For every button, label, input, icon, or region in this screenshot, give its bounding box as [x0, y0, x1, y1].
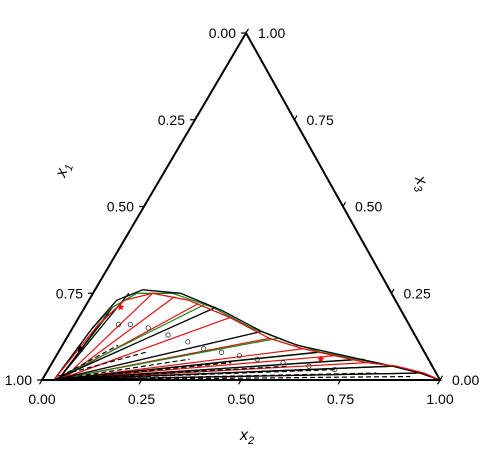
x2-tick-0	[38, 379, 43, 385]
tie-line-red-3	[57, 316, 231, 381]
x3-tick-2	[342, 201, 347, 207]
open-circle-point-2	[145, 325, 151, 331]
x2-tick-4	[436, 379, 441, 385]
x1-tick-label-1: 0.25	[158, 112, 185, 128]
x1-axis-title: x1	[52, 161, 76, 182]
x3-tick-3	[293, 115, 298, 121]
x2-tick-1	[138, 379, 143, 385]
tie-line-black-2	[53, 306, 217, 381]
x2-tick-label-4: 1.00	[426, 391, 453, 407]
x3-axis-title: x3	[408, 173, 432, 194]
x2-tick-label-2: 0.50	[227, 391, 254, 407]
x2-tick-label-1: 0.25	[128, 391, 155, 407]
tie-lines-group	[45, 292, 425, 381]
triangle-frame-group	[37, 28, 444, 385]
x2-tick-label-3: 0.75	[327, 391, 354, 407]
x2-axis-title: x2	[239, 427, 254, 447]
tie-line-black-1	[57, 306, 114, 381]
tie-line-black-3	[53, 330, 262, 381]
x3-tick-0	[439, 375, 444, 381]
black-star-marker-0	[76, 344, 85, 352]
tie-line-dashed-0	[59, 344, 119, 378]
x3-tick-label-2: 0.50	[355, 199, 382, 215]
tie-line-red-0	[61, 292, 154, 381]
binodal-curve-2	[53, 292, 441, 381]
open-circle-point-5	[201, 346, 207, 352]
tie-line-dashed-6	[45, 372, 377, 381]
tie-line-dashed-2	[53, 358, 190, 381]
tie-line-dashed-3	[53, 362, 232, 381]
open-circle-point-10	[306, 363, 312, 369]
open-circle-point-4	[185, 339, 191, 345]
binodal-curves-group	[53, 289, 441, 381]
x2-tick-2	[237, 379, 242, 385]
red-star-marker-1	[317, 355, 325, 363]
x3-tick-label-4: 1.00	[258, 25, 285, 41]
tick-labels-group: 0.00 0.00 0.00 0.25 0.25 0.25 0.50 0.50 0.50 0.75…	[5, 25, 480, 407]
x3-tick-label-0: 0.00	[452, 372, 479, 388]
open-circle-point-6	[218, 349, 225, 355]
x3-tick-1	[390, 288, 395, 294]
x1-tick-label-2: 0.50	[107, 199, 134, 215]
x1-tick-label-0: 0.00	[209, 25, 236, 41]
open-circle-point-0	[115, 321, 122, 328]
tie-line-black-6	[45, 365, 393, 381]
tie-line-black-4	[49, 351, 318, 381]
open-circle-point-9	[280, 360, 286, 366]
x3-tick-4	[245, 28, 250, 34]
x2-tick-label-0: 0.00	[28, 391, 55, 407]
x3-tick-label-3: 0.75	[307, 112, 334, 128]
x1-tick-label-3: 0.75	[56, 285, 83, 301]
open-circle-point-8	[254, 356, 260, 362]
open-circle-point-1	[127, 321, 133, 328]
red-star-marker-0	[116, 303, 125, 311]
open-circle-point-11	[332, 366, 338, 373]
x3-tick-label-1: 0.25	[404, 285, 431, 301]
tie-line-green-1	[53, 303, 207, 381]
x1-tick-label-4: 1.00	[5, 372, 32, 388]
markers-group	[76, 303, 338, 373]
tie-line-green-2	[53, 337, 278, 381]
open-circle-point-3	[165, 332, 171, 338]
open-circle-point-7	[236, 353, 242, 359]
x2-tick-3	[337, 379, 342, 385]
